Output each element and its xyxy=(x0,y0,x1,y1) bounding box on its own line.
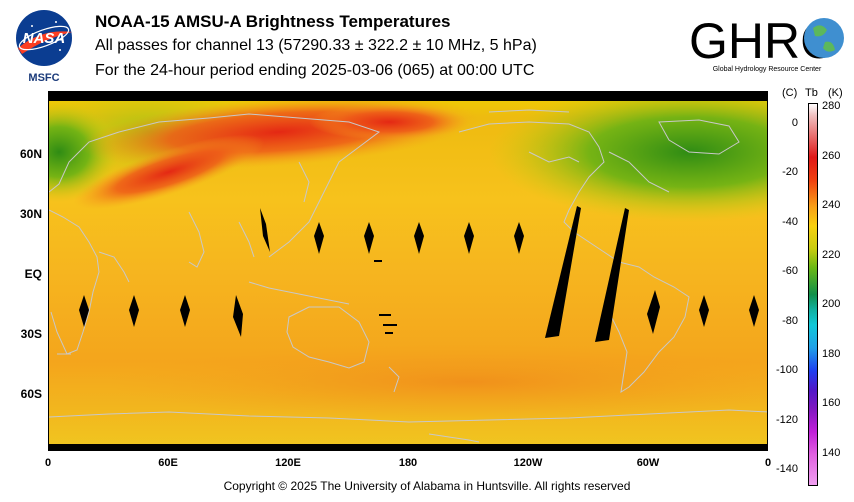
lon-label-60w: 60W xyxy=(636,457,660,469)
nasa-logo-subtext: MSFC xyxy=(28,72,59,84)
colorbar-kelvin-tick: 160 xyxy=(822,397,841,409)
channel-description: All passes for channel 13 (57290.33 ± 32… xyxy=(95,37,537,54)
colorbar-kelvin-tick: 200 xyxy=(822,298,841,310)
lat-label-60n: 60N xyxy=(19,147,42,161)
colorbar-kelvin-tick: 180 xyxy=(822,347,841,360)
lon-label-120w: 120W xyxy=(513,457,543,469)
lon-label-60e: 60E xyxy=(158,457,178,469)
colorbar-celsius-tick: -20 xyxy=(782,166,798,179)
colorbar-celsius-tick: -140 xyxy=(775,463,798,476)
lat-label-30n: 30N xyxy=(19,207,42,221)
colorbar-kelvin-tick: 220 xyxy=(822,248,841,261)
ghrc-logo-subtext: Global Hydrology Resource Center xyxy=(713,66,822,73)
lon-label-120e: 120E xyxy=(275,457,301,469)
colorbar-kelvin-tick: 280 xyxy=(822,100,841,112)
copyright-notice: Copyright © 2025 The University of Alaba… xyxy=(223,479,631,493)
brightness-temperature-map xyxy=(48,91,768,451)
colorbar-kelvin-tick: 260 xyxy=(822,149,841,162)
colorbar-unit-kelvin: (K) xyxy=(828,87,843,99)
lat-label-30s: 30S xyxy=(20,327,42,341)
colorbar-celsius-tick: 0 xyxy=(791,116,798,129)
colorbar-celsius-tick: -60 xyxy=(782,265,798,278)
ghrc-logo: GHRC Global Hydrology Resource Center xyxy=(687,8,847,76)
colorbar-kelvin-tick: 240 xyxy=(822,199,841,211)
data-gaps xyxy=(79,206,759,342)
colorbar-celsius-tick: -100 xyxy=(775,364,798,377)
colorbar xyxy=(808,103,818,486)
colorbar-unit-tb: Tb xyxy=(805,87,818,99)
colorbar-celsius-tick: -40 xyxy=(782,215,798,228)
lat-label-eq: EQ xyxy=(24,267,42,281)
lon-label-0-west: 0 xyxy=(44,457,52,469)
colorbar-kelvin-tick: 140 xyxy=(822,446,841,459)
lon-label-180: 180 xyxy=(398,457,418,469)
page-title: NOAA-15 AMSU-A Brightness Temperatures xyxy=(95,12,451,31)
nasa-logo: NASA MSFC xyxy=(12,8,76,84)
colorbar-unit-celsius: (C) xyxy=(782,87,798,99)
coastlines xyxy=(49,109,767,443)
period-description: For the 24-hour period ending 2025-03-06… xyxy=(95,62,535,79)
colorbar-celsius-tick: -120 xyxy=(775,413,798,426)
nasa-logo-text: NASA xyxy=(23,30,66,47)
colorbar-celsius-tick: -80 xyxy=(782,314,798,327)
lon-label-0-east: 0 xyxy=(764,457,772,469)
lat-label-60s: 60S xyxy=(20,387,42,401)
map-image xyxy=(49,92,767,450)
